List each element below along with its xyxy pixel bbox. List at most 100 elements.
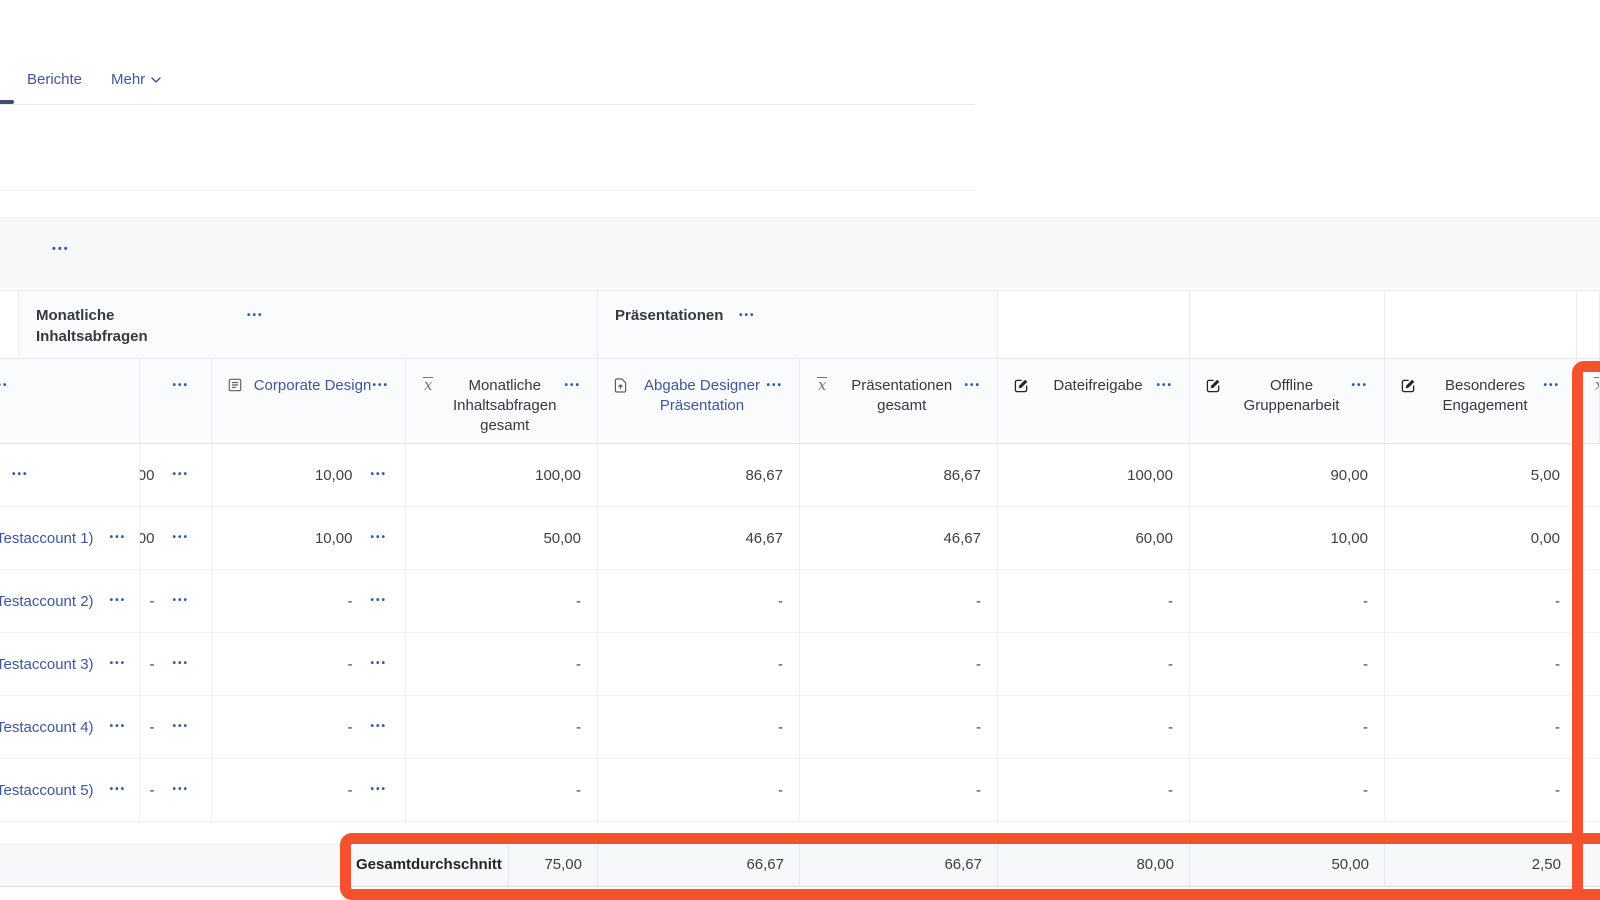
grade-value: -: [1168, 592, 1173, 610]
edit-icon: [1014, 378, 1029, 393]
grade-value: -: [149, 718, 155, 736]
grade-value: -: [1168, 781, 1173, 799]
grade-value: -: [1168, 655, 1173, 673]
column-header-abgabe-designer-praesentation: Abgabe Designer Präsentation •••: [598, 359, 800, 443]
cell-options-menu-icon[interactable]: •••: [370, 721, 387, 732]
grade-cell: 86,67: [598, 444, 800, 506]
cell-options-menu-icon[interactable]: •••: [172, 721, 189, 732]
divider-line: [0, 190, 975, 191]
column-options-menu-icon[interactable]: •••: [372, 380, 389, 391]
cell-options-menu-icon[interactable]: •••: [172, 784, 189, 795]
column-options-menu-icon[interactable]: •••: [1543, 380, 1560, 391]
column-options-menu-icon[interactable]: •••: [172, 380, 189, 391]
grade-cell: -: [1385, 633, 1577, 695]
cell-options-menu-icon[interactable]: •••: [172, 658, 189, 669]
cell-options-menu-icon[interactable]: •••: [370, 784, 387, 795]
grade-cell: -: [998, 570, 1190, 632]
tab-mehr[interactable]: Mehr: [111, 71, 161, 88]
tab-bar: Berichte Mehr: [0, 0, 975, 105]
grade-cell: -: [1385, 759, 1577, 821]
cell-options-menu-icon[interactable]: •••: [172, 532, 189, 543]
column-options-menu-icon[interactable]: •••: [964, 380, 981, 391]
grade-cell: -: [598, 759, 800, 821]
mean-icon: x: [817, 376, 828, 394]
grade-cell-clipped: [1577, 759, 1600, 821]
row-options-menu-icon[interactable]: •••: [109, 658, 127, 669]
grade-cell: 5,00: [1385, 444, 1577, 506]
group-options-menu-icon[interactable]: •••: [739, 310, 756, 321]
overall-average-value-cell: 66,67: [800, 843, 998, 886]
row-options-menu-icon[interactable]: •••: [109, 784, 127, 795]
grade-value: -: [149, 655, 155, 673]
grade-value: -: [1363, 655, 1368, 673]
column-options-menu-icon[interactable]: •••: [564, 380, 581, 391]
student-row: Testaccount 4) ••• - ••• - ••• - - - - - -: [0, 696, 1600, 759]
column-title: Monatliche Inhaltsabfragen gesamt: [453, 377, 557, 434]
grade-table: Monatliche Inhaltsabfragen ••• Präsentatio…: [0, 290, 1600, 822]
grade-cell: -: [406, 696, 598, 758]
cell-options-menu-icon[interactable]: •••: [370, 595, 387, 606]
cell-options-menu-icon[interactable]: •••: [370, 532, 387, 543]
overall-average-label: Gesamtdurchschnitt: [356, 856, 502, 873]
grade-value: -: [976, 655, 981, 673]
edit-icon: [1401, 378, 1416, 393]
row-options-menu-icon[interactable]: •••: [109, 532, 127, 543]
student-name-cell: Testaccount 5) •••: [0, 759, 140, 821]
column-options-menu-icon[interactable]: •••: [0, 380, 9, 391]
grade-cell: 86,67: [800, 444, 998, 506]
column-title-link[interactable]: Corporate Design: [253, 377, 372, 394]
student-name-cell: Testaccount 2) •••: [0, 570, 140, 632]
group-empty-cell: [1577, 291, 1600, 358]
overall-average-value: 2,50: [1531, 856, 1561, 873]
student-row: Testaccount 1) ••• ,00 ••• 10,00 ••• 50,00 46,6…: [0, 507, 1600, 570]
grade-value: -: [347, 655, 353, 673]
student-link[interactable]: Testaccount 4): [0, 718, 94, 736]
grade-cell: -: [1190, 570, 1385, 632]
grade-value: -: [576, 718, 581, 736]
cell-options-menu-icon[interactable]: •••: [370, 658, 387, 669]
cell-options-menu-icon[interactable]: •••: [172, 595, 189, 606]
column-title-link[interactable]: Abgabe Designer Präsentation: [644, 377, 760, 414]
grade-cell-clipped: [1577, 696, 1600, 758]
column-header-besonderes-engagement: Besonderes Engagement •••: [1385, 359, 1577, 443]
grade-cell: -: [1190, 696, 1385, 758]
cell-options-menu-icon[interactable]: •••: [172, 469, 189, 480]
grade-value: -: [778, 655, 783, 673]
grade-cell: -: [406, 570, 598, 632]
table-options-menu-icon[interactable]: •••: [52, 243, 70, 255]
grade-value: -: [1555, 781, 1560, 799]
grade-value: 100,00: [1127, 466, 1173, 484]
column-options-menu-icon[interactable]: •••: [1156, 380, 1173, 391]
student-link[interactable]: Testaccount 3): [0, 655, 94, 673]
quiz-icon: [228, 378, 242, 392]
grade-cell: - •••: [140, 696, 212, 758]
row-options-menu-icon[interactable]: •••: [109, 595, 127, 606]
cell-options-menu-icon[interactable]: •••: [370, 469, 387, 480]
grade-cell: - •••: [140, 633, 212, 695]
column-title: Dateifreigabe: [1053, 377, 1143, 394]
student-link[interactable]: Testaccount 2): [0, 592, 94, 610]
grade-cell: - •••: [212, 696, 406, 758]
grade-cell: 46,67: [598, 507, 800, 569]
row-options-menu-icon[interactable]: •••: [109, 721, 127, 732]
grade-cell: -: [800, 633, 998, 695]
student-row: Testaccount 3) ••• - ••• - ••• - - - - - -: [0, 633, 1600, 696]
grade-value: -: [1363, 718, 1368, 736]
grade-value: 50,00: [543, 529, 581, 547]
group-options-menu-icon[interactable]: •••: [247, 310, 264, 321]
grade-cell-clipped: [1577, 570, 1600, 632]
grade-cell: -: [1190, 633, 1385, 695]
tab-berichte[interactable]: Berichte: [27, 71, 82, 88]
student-link[interactable]: Testaccount 5): [0, 781, 94, 799]
grade-cell: -: [1190, 759, 1385, 821]
row-options-menu-icon[interactable]: •••: [12, 469, 29, 480]
grade-value: 46,67: [745, 529, 783, 547]
grade-cell: -: [1385, 570, 1577, 632]
student-link[interactable]: Testaccount 1): [0, 529, 94, 547]
column-options-menu-icon[interactable]: •••: [1351, 380, 1368, 391]
column-options-menu-icon[interactable]: •••: [766, 380, 783, 391]
column-header-grade-clipped: •••: [140, 359, 212, 443]
overall-average-value: 75,00: [544, 856, 582, 873]
overall-average-value-cell: 2,50: [1385, 843, 1577, 886]
